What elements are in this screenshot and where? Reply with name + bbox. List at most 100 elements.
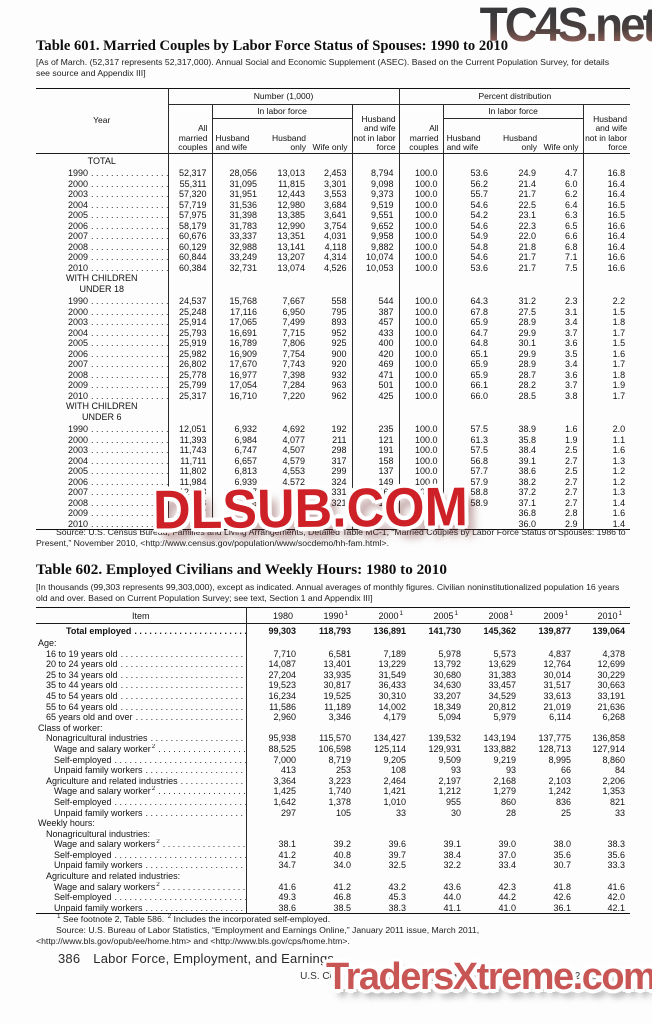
value-cell: 1.8 bbox=[582, 317, 631, 328]
value-cell: 2,168 bbox=[493, 775, 516, 786]
value-cell: 11,984 bbox=[167, 476, 212, 487]
value-cell: 38.0 bbox=[553, 839, 571, 850]
value-cell: 25,799 bbox=[167, 380, 212, 391]
item-cell: Total employed. . . . . . . . . . . . . … bbox=[36, 623, 247, 638]
value-cell: 6.8 bbox=[565, 241, 578, 252]
value-cell: 29.9 bbox=[518, 327, 537, 338]
value-cell: 16,234 bbox=[268, 690, 296, 701]
section-label: Age: bbox=[36, 638, 247, 649]
value-cell: 100.0 bbox=[398, 359, 444, 370]
spacer-cell bbox=[246, 818, 630, 829]
col-header-wife-only: Wife only bbox=[543, 142, 579, 153]
value-cell: 9,519 bbox=[351, 199, 400, 210]
value-cell: 134,427 bbox=[373, 733, 406, 744]
year-cell: 2009. . . . . . . . . . . . . . . . . . … bbox=[68, 252, 168, 262]
value-cell: 963 bbox=[331, 380, 347, 390]
footer-page-number: 386 bbox=[58, 951, 81, 966]
value-cell: 16,977 bbox=[211, 369, 262, 380]
year-cell: 1990. . . . . . . . . . . . . . . . . . … bbox=[68, 168, 168, 178]
table-row: Unpaid family workers. . . . . . . . . .… bbox=[36, 765, 630, 776]
value-cell: 22.0 bbox=[518, 231, 537, 241]
value-cell: 38.6 bbox=[278, 902, 296, 913]
value-cell: 24.9 bbox=[518, 168, 537, 178]
value-cell: 39.1 bbox=[518, 455, 537, 466]
value-cell: 57,975 bbox=[167, 210, 212, 221]
table602-note: [In thousands (99,303 represents 99,303,… bbox=[36, 582, 620, 603]
value-cell: 3,223 bbox=[328, 775, 351, 786]
col-header-all-married-couples: All married couples bbox=[167, 104, 212, 154]
value-cell: 6.6 bbox=[565, 231, 578, 241]
value-cell: 16.6 bbox=[582, 252, 631, 263]
value-cell: 1.2 bbox=[582, 466, 631, 477]
value-cell: 7,189 bbox=[383, 648, 406, 659]
value-cell: 1,212 bbox=[438, 786, 461, 797]
value-cell: 100.0 bbox=[398, 262, 444, 273]
value-cell: 10,053 bbox=[351, 262, 400, 273]
value-cell: 9,882 bbox=[351, 241, 400, 252]
spacer-cell bbox=[211, 401, 262, 424]
value-cell: 4,526 bbox=[323, 262, 347, 273]
value-cell: 100.0 bbox=[398, 466, 444, 477]
spacer-cell bbox=[541, 273, 583, 296]
value-cell: 93 bbox=[505, 765, 516, 776]
year-cell: 2005. . . . . . . . . . . . . . . . . . … bbox=[68, 466, 168, 476]
value-cell: 66.0 bbox=[442, 390, 494, 401]
value-cell: 1.3 bbox=[582, 455, 631, 466]
value-cell: 2.7 bbox=[565, 476, 578, 487]
value-cell: 169 bbox=[351, 497, 400, 508]
value-cell: 3.6 bbox=[565, 338, 578, 348]
value-cell: 35.6 bbox=[553, 849, 571, 860]
value-cell: 11,848 bbox=[167, 497, 212, 508]
value-cell: 1.6 bbox=[582, 348, 631, 359]
value-cell bbox=[442, 518, 494, 530]
value-cell: 118,793 bbox=[318, 626, 351, 636]
value-cell: 139,532 bbox=[428, 733, 461, 744]
value-cell: 4,031 bbox=[323, 231, 347, 241]
table601-title: Table 601. Married Couples by Labor Forc… bbox=[36, 38, 509, 54]
value-cell: 38.9 bbox=[518, 424, 537, 434]
value-cell: 100.0 bbox=[398, 168, 444, 179]
value-cell: 25,317 bbox=[167, 390, 212, 401]
item-cell: Unpaid family workers. . . . . . . . . .… bbox=[36, 807, 247, 819]
value-cell: 106,598 bbox=[318, 743, 351, 754]
value-cell: 6.0 bbox=[565, 178, 578, 189]
value-cell: 32,731 bbox=[211, 262, 262, 273]
value-cell: 1.4 bbox=[582, 518, 631, 530]
value-cell: 21.7 bbox=[518, 262, 537, 273]
col-group-number: Number (1,000) bbox=[167, 88, 400, 105]
value-cell: 11,393 bbox=[167, 434, 212, 445]
value-cell: 1.9 bbox=[582, 380, 631, 391]
value-cell: 42.3 bbox=[498, 881, 516, 892]
value-cell: 38.1 bbox=[278, 839, 296, 850]
value-cell: 16.4 bbox=[582, 241, 631, 252]
value-cell: 297 bbox=[280, 807, 296, 818]
value-cell: 9,205 bbox=[383, 754, 406, 765]
value-cell: 53.6 bbox=[442, 168, 494, 179]
value-cell: 7,499 bbox=[282, 317, 305, 327]
value-cell: 16.5 bbox=[582, 210, 631, 221]
table601-header: Year Number (1,000) Percent distribution… bbox=[36, 88, 631, 154]
value-cell: 544 bbox=[351, 296, 400, 307]
value-cell: 38.4 bbox=[443, 849, 461, 860]
table-row: 2006. . . . . . . . . . . . . . . . . . … bbox=[36, 348, 631, 359]
table-row: 2006. . . . . . . . . . . . . . . . . . … bbox=[36, 220, 631, 231]
value-cell: 12,443 bbox=[277, 189, 305, 199]
spacer-cell bbox=[246, 871, 630, 882]
value-cell: 952 bbox=[331, 327, 347, 338]
table-row: 2000. . . . . . . . . . . . . . . . . . … bbox=[36, 178, 631, 189]
item-cell: 16 to 19 years old. . . . . . . . . . . … bbox=[36, 648, 247, 660]
table-row: 2009. . . . . . . . . . . . . . . . . . … bbox=[36, 508, 631, 519]
value-cell: 33,613 bbox=[543, 690, 571, 701]
value-cell: 2,960 bbox=[273, 712, 296, 723]
value-cell: 7,220 bbox=[282, 390, 305, 401]
value-cell: 33 bbox=[614, 807, 625, 818]
table-row: 20 to 24 years old. . . . . . . . . . . … bbox=[36, 659, 630, 670]
value-cell: 36.0 bbox=[518, 518, 537, 529]
table-row: 2000. . . . . . . . . . . . . . . . . . … bbox=[36, 306, 631, 317]
value-cell: 16.8 bbox=[582, 168, 631, 179]
value-cell: 11,743 bbox=[167, 445, 212, 456]
value-cell: 433 bbox=[351, 327, 400, 338]
value-cell: 1,425 bbox=[273, 786, 296, 797]
value-cell: 501 bbox=[351, 380, 400, 391]
